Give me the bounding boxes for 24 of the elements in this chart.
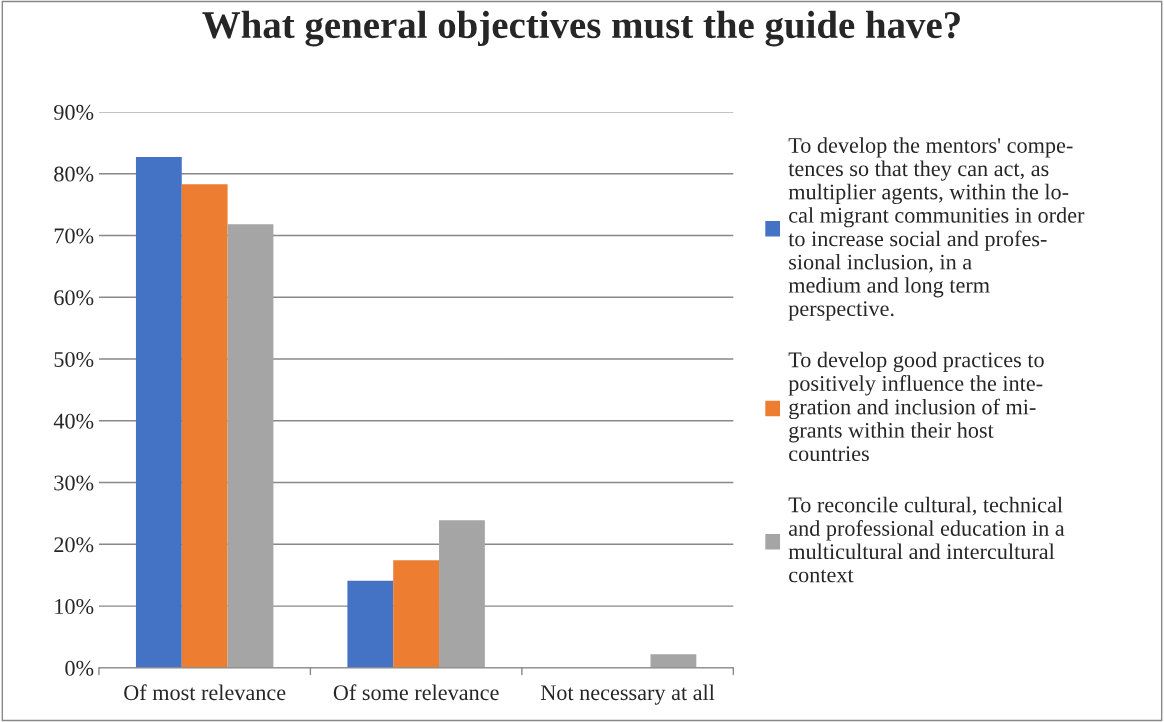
y-tick-label: 20% [54,537,94,553]
y-tick-label: 90% [54,104,94,120]
y-tick-label: 10% [55,599,94,615]
chart-title: What general objectives must the guide have? [202,10,960,47]
bar [347,580,394,668]
x-tick-label: Not necessary at all [540,684,715,705]
bar [135,157,182,668]
bar [227,224,274,668]
y-tick-label: 30% [54,475,94,491]
y-tick-label: 60% [54,290,94,306]
y-tick-label: 80% [54,166,94,182]
bar [650,654,697,668]
y-tick-label: 70% [54,228,94,244]
legend-label: To develop the mentors' compe- tences so that they can act, as multiplier agents, within the lo- cal migrant communities in order to increase social and profes- sional inclusion, in a medium and long term perspective. [788,137,1085,321]
legend-label: To develop good practices to positively influence the inte- gration and inclusion of mi- grants within their host countries [788,351,1044,462]
x-tick-label: Of some relevance [333,684,499,701]
bar [393,560,440,668]
bar [439,520,485,668]
bar [181,184,228,668]
x-tick-label: Of most relevance [124,684,286,701]
legend-label: To reconcile cultural, technical and professional education in a multicultural and intercultural context [788,496,1065,583]
y-tick-label: 40% [53,413,94,429]
y-tick-label: 50% [54,351,94,367]
y-tick-label: 0% [65,660,94,676]
